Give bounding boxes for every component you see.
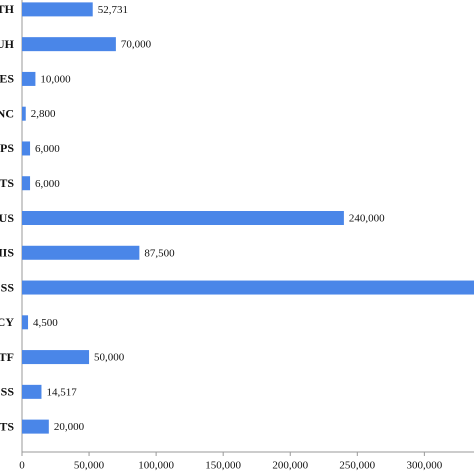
category-label: TH — [0, 2, 15, 16]
value-label: 70,000 — [121, 39, 152, 51]
category-label: HIS — [0, 246, 14, 260]
category-label: SS — [1, 385, 15, 399]
bar — [22, 141, 31, 156]
category-label: ES — [0, 72, 14, 86]
value-label: 6,000 — [35, 143, 60, 155]
value-label: 50,000 — [94, 352, 125, 364]
value-label: 2,800 — [31, 108, 56, 120]
bar — [22, 37, 116, 52]
bar — [22, 350, 90, 365]
bar — [22, 280, 474, 295]
value-label: 10,000 — [40, 73, 71, 85]
category-label: US — [0, 211, 14, 225]
x-tick-label: 200,000 — [272, 460, 308, 472]
category-label: CY — [0, 315, 14, 329]
x-tick-label: 50,000 — [74, 460, 105, 472]
value-label: 240,000 — [349, 213, 385, 225]
bar — [22, 176, 31, 191]
category-label: PS — [0, 141, 14, 155]
bar — [22, 245, 140, 260]
value-label: 6,000 — [35, 178, 60, 190]
category-label: NC — [0, 106, 14, 120]
bar — [22, 71, 36, 86]
value-label: 20,000 — [54, 421, 85, 433]
x-tick-label: 0 — [19, 460, 25, 472]
x-tick-label: 100,000 — [138, 460, 174, 472]
x-tick-label: 300,000 — [406, 460, 442, 472]
bar — [22, 419, 49, 434]
category-label: TS — [0, 419, 14, 433]
value-label: 52,731 — [98, 4, 128, 16]
bar — [22, 106, 26, 121]
category-label: TS — [0, 176, 14, 190]
value-label: 87,500 — [144, 247, 175, 259]
bar — [22, 2, 93, 17]
category-label: SS — [1, 280, 15, 294]
value-label: 14,517 — [46, 386, 77, 398]
bar — [22, 384, 42, 399]
x-tick-label: 250,000 — [339, 460, 375, 472]
bar — [22, 211, 344, 225]
category-label: UH — [0, 37, 15, 51]
x-tick-label: 150,000 — [205, 460, 241, 472]
bar — [22, 315, 29, 330]
category-label: TF — [0, 350, 14, 364]
value-label: 4,500 — [33, 317, 58, 329]
